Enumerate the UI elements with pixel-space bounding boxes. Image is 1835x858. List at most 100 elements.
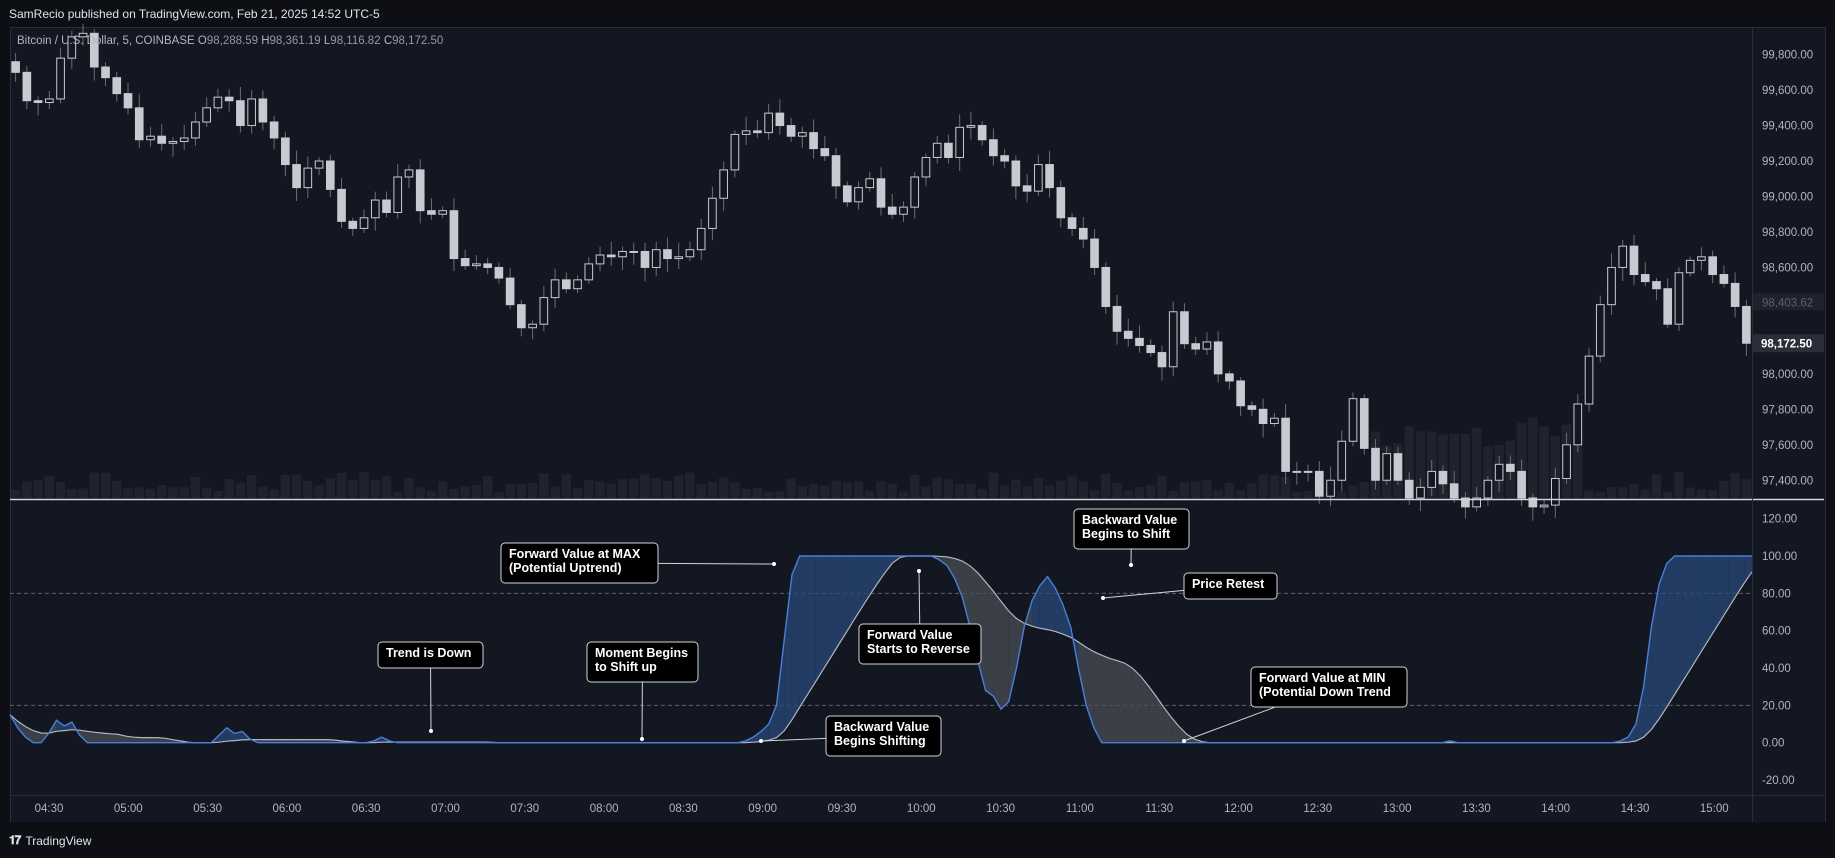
oscillator-fill [149,737,158,743]
time-tick-label: 14:30 [1621,803,1650,815]
price-tick-label: 99,000.00 [1762,191,1813,203]
callout-forward-min-dot [1182,739,1186,743]
oscillator-fill [861,556,870,608]
volume-bar [673,475,684,498]
candle [550,279,560,299]
oscillator-fill [1659,563,1667,719]
price-pane [10,23,1752,521]
candle [606,254,616,258]
volume-bar [1202,480,1212,498]
candle [123,93,133,109]
volume-bar [1640,489,1650,498]
volume-bar [1089,490,1100,498]
candle [258,98,268,123]
volume-bar [786,478,796,498]
oscillator-fill [954,558,963,598]
volume-bar [1213,490,1223,498]
volume-bar [1101,473,1111,498]
candle [1236,380,1245,407]
oscillator-fill [1697,556,1706,658]
candle [1472,497,1481,508]
candle [1146,344,1156,354]
volume-bar [640,474,650,498]
oscillator-fill [1062,604,1071,638]
volume-bar [1224,482,1235,498]
time-tick-label: 08:00 [590,803,619,815]
candle [1292,470,1302,473]
volume-bar [1483,446,1493,498]
candle [842,185,852,203]
candle [1449,483,1459,499]
osc-tick-label: 20.00 [1762,700,1791,712]
volume-bar [909,474,920,498]
oscillator-fill [1086,647,1094,728]
candle [1135,337,1144,346]
candle [78,32,88,38]
candle [618,250,627,258]
oscillator-fill [1047,576,1056,632]
candle [1528,497,1538,508]
volume-bar [1415,431,1426,498]
volume-bar [1584,490,1594,498]
candle [1483,479,1493,499]
candle [1618,245,1628,268]
oscillator-fill [280,739,289,743]
candle [314,160,324,169]
volume-bar [145,488,156,498]
oscillator-fill [1635,686,1644,741]
time-tick-label: 06:00 [273,803,302,815]
tradingview-logo[interactable]: 𝟏𝟕 TradingView [9,833,91,848]
open-label: O [197,35,207,47]
volume-bar [1707,490,1718,498]
candle [685,249,695,258]
close-value: 98,172.50 [392,35,444,47]
volume-bar [224,479,234,498]
volume-bar [1348,485,1358,498]
oscillator-fill [25,726,34,743]
volume-bar [1157,475,1167,498]
candle [1157,352,1167,368]
callout-forward-max-text: (Potential Uptrend) [509,561,622,575]
candle [269,121,279,139]
callout-moment-box [586,641,699,683]
volume-bar [1595,491,1605,498]
candle [764,112,773,134]
volume-bar [1618,487,1628,498]
candle [505,277,515,306]
high-value: 98,361.19 [269,35,321,47]
time-tick-label: 10:00 [907,803,936,815]
volume-bar [651,477,661,498]
volume-bar [78,488,88,498]
oscillator-fill [219,727,227,743]
symbol-legend[interactable]: Bitcoin / U.S. Dollar, 5, COINBASE O98,2… [17,35,443,47]
volume-bar [954,484,965,498]
volume-bar [168,487,178,498]
volume-bar [449,489,459,498]
candle [449,210,459,260]
time-tick-label: 05:30 [193,803,222,815]
candle [1697,256,1706,261]
candle [517,304,526,329]
candle [1640,274,1650,283]
volume-bar [269,489,279,498]
forward-value-line [9,555,1752,744]
volume-bar [730,482,740,498]
last-price-label-bg [1753,334,1824,353]
volume-bar [966,483,976,498]
time-tick-label: 07:00 [431,803,460,815]
candle [415,169,425,212]
volume-bar [977,489,987,498]
callout-price-retest-box [1183,572,1278,600]
candle [382,199,391,213]
high-label: H [261,35,270,47]
candle [561,279,571,290]
volume-bar [1629,484,1639,498]
candle [1438,470,1448,485]
candle [112,77,122,95]
volume-bar [44,476,55,498]
candle [899,206,908,215]
volume-bar [1168,490,1178,498]
candle [1078,227,1088,240]
